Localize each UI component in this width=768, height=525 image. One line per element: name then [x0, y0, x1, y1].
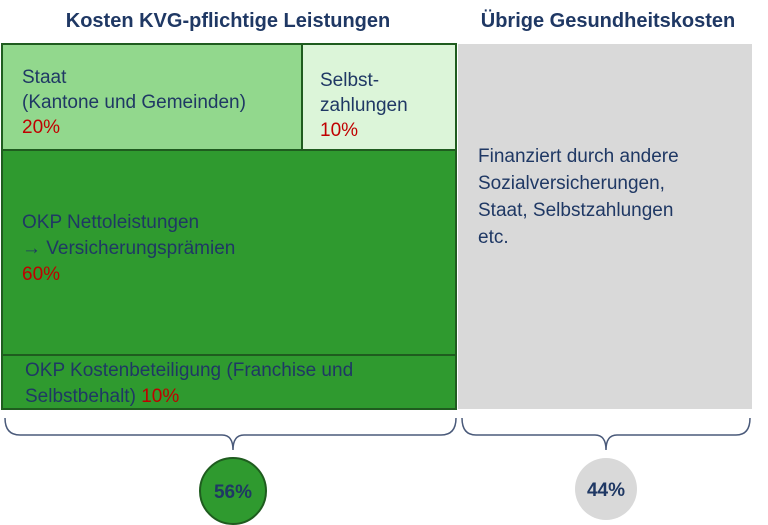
box-label: → Versicherungsprämien — [22, 238, 235, 259]
box-label: Staat, Selbstzahlungen — [478, 200, 673, 221]
box-label: OKP Kostenbeteiligung (Franchise und — [25, 360, 353, 381]
left-brace — [4, 417, 457, 451]
box-share: 10% — [320, 120, 358, 141]
box-label-line: Selbstbehalt) 10% — [25, 386, 179, 407]
left-total: 56% — [214, 482, 252, 503]
box-label: OKP Nettoleistungen — [22, 212, 199, 233]
okp-netto-box — [1, 149, 457, 356]
box-share: 10% — [141, 386, 179, 407]
left-heading: Kosten KVG-pflichtige Leistungen — [66, 10, 390, 32]
right-heading: Übrige Gesundheitskosten — [481, 9, 736, 32]
selbstzahlungen-box — [301, 43, 457, 151]
box-label: etc. — [478, 227, 509, 248]
left-total-circle — [199, 457, 267, 525]
box-label: Selbst- — [320, 70, 379, 91]
box-share: 60% — [22, 264, 60, 285]
box-label: Finanziert durch andere — [478, 146, 679, 167]
staat-box — [1, 43, 303, 151]
box-label: (Kantone und Gemeinden) — [22, 92, 246, 113]
okp-kostenbeteiligung-box — [1, 354, 457, 410]
box-label: Sozialversicherungen, — [478, 173, 665, 194]
box-share: 20% — [22, 117, 60, 138]
uebrige-box — [458, 44, 752, 409]
right-total-circle — [575, 458, 637, 520]
right-total: 44% — [587, 480, 625, 501]
right-brace — [461, 417, 751, 451]
box-label: Selbstbehalt) — [25, 386, 136, 407]
box-label: zahlungen — [320, 95, 408, 116]
box-label: Staat — [22, 67, 67, 88]
